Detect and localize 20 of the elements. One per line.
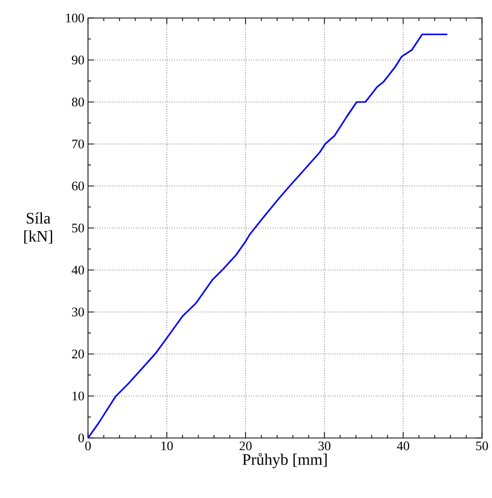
y-tick-label: 100 <box>66 14 84 22</box>
x-tick-label: 30 <box>318 442 330 450</box>
x-axis-title: Průhyb [mm] <box>242 453 327 468</box>
y-tick-label: 20 <box>72 350 84 358</box>
x-tick-label: 10 <box>161 442 173 450</box>
y-tick-label: 90 <box>72 56 84 64</box>
y-tick-label: 30 <box>72 308 84 316</box>
y-tick-label: 40 <box>72 266 84 274</box>
y-tick-label: 50 <box>72 224 84 232</box>
y-tick-label: 70 <box>72 140 84 148</box>
y-tick-label: 0 <box>78 434 84 442</box>
x-tick-label: 0 <box>85 442 91 450</box>
y-tick-label: 60 <box>72 182 84 190</box>
line-series <box>88 34 448 438</box>
y-tick-label: 10 <box>72 392 84 400</box>
y-tick-label: 80 <box>72 98 84 106</box>
x-tick-label: 20 <box>240 442 252 450</box>
x-tick-label: 40 <box>396 442 410 450</box>
x-tick-label: 50 <box>476 442 488 450</box>
y-axis-title: Síla [kN] <box>24 212 52 244</box>
